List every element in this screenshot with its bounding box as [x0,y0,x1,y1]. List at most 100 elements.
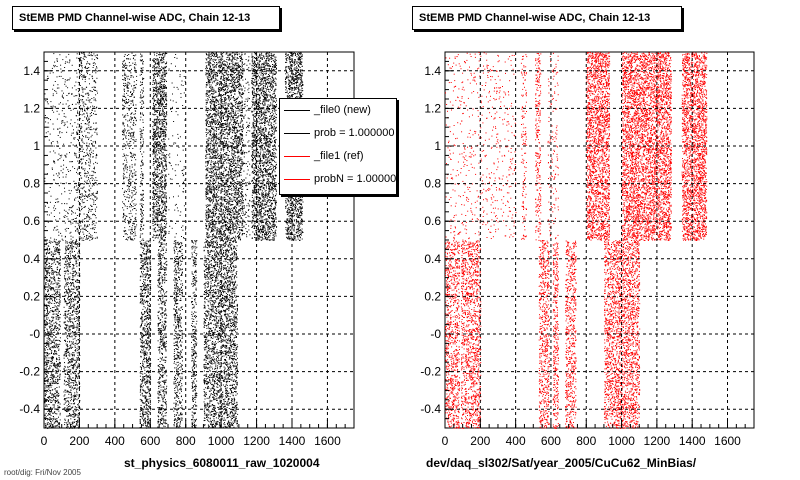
data-point [123,194,124,195]
data-point [231,171,232,172]
data-point [210,158,211,159]
data-point [165,74,166,75]
data-point [241,141,242,142]
data-point [231,199,232,200]
data-point [97,184,98,185]
data-point [216,194,217,195]
data-point [95,55,96,56]
data-point [88,67,89,68]
data-point [122,79,123,80]
data-point [211,149,212,150]
data-point [79,111,80,112]
data-point [234,142,235,143]
data-point [206,119,207,120]
data-point [224,138,225,139]
data-point [238,115,239,116]
data-point [143,240,144,241]
data-point [65,79,66,80]
data-point [127,78,128,79]
data-point [215,155,216,156]
data-point [89,90,90,91]
data-point [207,54,208,55]
data-point [213,122,214,123]
data-point [45,226,46,227]
data-point [235,79,236,80]
data-point [156,214,157,215]
data-point [227,178,228,179]
data-point [236,202,237,203]
data-point [236,218,237,219]
data-point [86,143,87,144]
data-point [54,62,55,63]
data-point [180,215,181,216]
data-point [88,177,89,178]
data-point [58,135,59,136]
data-point [153,107,154,108]
data-point [213,207,214,208]
data-point [88,94,89,95]
data-point [71,214,72,215]
data-point [172,168,173,169]
data-point [227,196,228,197]
data-point [205,155,206,156]
data-point [95,209,96,210]
data-point [205,228,206,229]
data-point [162,62,163,63]
data-point [134,137,135,138]
data-point [155,119,156,120]
data-point [172,179,173,180]
data-point [163,67,164,68]
data-point [159,156,160,157]
data-point [50,119,51,120]
data-point [212,234,213,235]
data-point [69,62,70,63]
data-point [211,140,212,141]
data-point [127,208,128,209]
data-point [234,129,235,130]
data-point [135,124,136,125]
data-point [217,138,218,139]
data-point [154,231,155,232]
data-point [208,95,209,96]
data-point [123,176,124,177]
data-point [239,181,240,182]
data-point [140,204,141,205]
data-point [165,169,166,170]
data-point [222,73,223,74]
data-point [239,67,240,68]
data-point [166,96,167,97]
data-point [84,225,85,226]
data-point [233,216,234,217]
data-point [84,67,85,68]
data-point [95,238,96,239]
data-point [162,213,163,214]
data-point [90,149,91,150]
data-point [96,114,97,115]
data-point [229,200,230,201]
data-point [124,219,125,220]
data-point [206,158,207,159]
data-point [81,188,82,189]
data-point [226,53,227,54]
data-point [80,175,81,176]
data-point [162,227,163,228]
data-point [241,52,242,53]
data-point [159,111,160,112]
data-point [236,226,237,227]
data-point [126,135,127,136]
data-point [85,81,86,82]
data-point [82,67,83,68]
data-point [213,189,214,190]
data-point [224,239,225,240]
data-point [227,124,228,125]
data-point [155,125,156,126]
data-point [217,57,218,58]
data-point [130,92,131,93]
data-point [85,182,86,183]
data-point [222,129,223,130]
data-point [157,118,158,119]
data-point [211,160,212,161]
data-point [205,225,206,226]
data-point [89,150,90,151]
data-point [222,53,223,54]
